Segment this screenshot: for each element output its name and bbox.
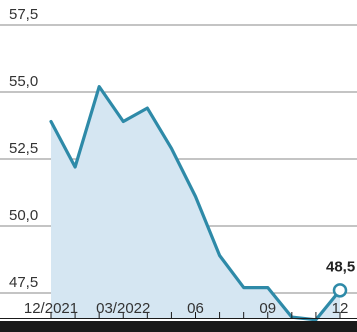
x-tick-label: 12 [332, 300, 349, 317]
y-tick-label: 52,5 [9, 140, 38, 157]
y-tick-label: 57,5 [9, 6, 38, 23]
end-value-label: 48,5 [326, 258, 355, 275]
end-point-marker [332, 283, 348, 298]
x-tick-label: 09 [259, 300, 276, 317]
x-tick-label: 03/2022 [96, 300, 150, 317]
x-axis-line [0, 318, 357, 319]
x-axis-bar [0, 321, 357, 332]
x-tick-label: 06 [187, 300, 204, 317]
y-axis-tick-labels: 57,5 55,0 52,5 50,0 47,5 [9, 6, 38, 291]
y-tick-label: 55,0 [9, 73, 38, 90]
area-fill [51, 86, 340, 320]
y-tick-label: 50,0 [9, 207, 38, 224]
x-axis-tick-labels: 12/2021 03/2022 06 09 12 [24, 300, 348, 317]
x-axis-baseline [0, 312, 357, 332]
x-tick-label: 12/2021 [24, 300, 78, 317]
y-tick-label: 47,5 [9, 274, 38, 291]
